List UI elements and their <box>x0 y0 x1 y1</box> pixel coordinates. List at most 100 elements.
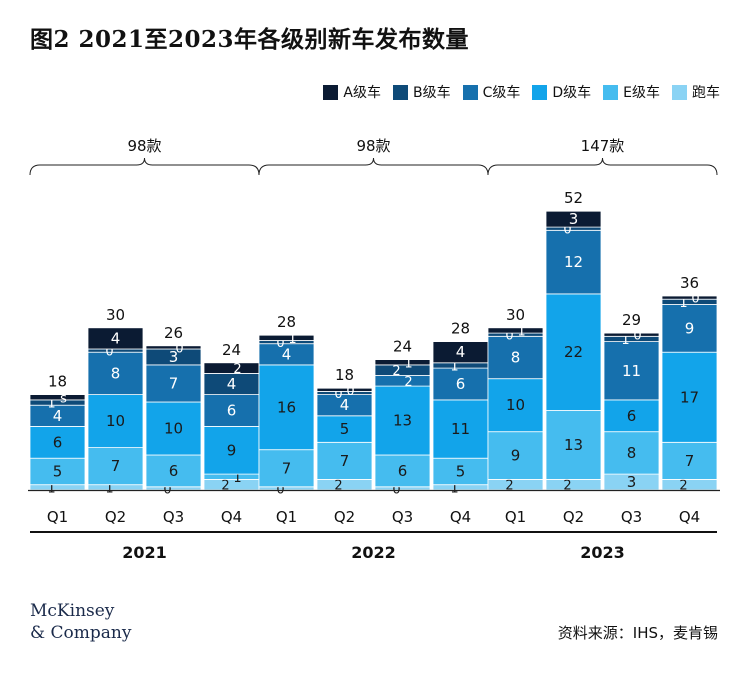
segment-label: 9 <box>685 319 695 337</box>
segment-label: 13 <box>564 436 583 454</box>
segment-label: 2 <box>404 375 412 390</box>
segment-label: 1 <box>288 332 296 347</box>
stacked-bar-chart: 15641s18Q1171080430Q2061073026Q321964224… <box>28 137 720 562</box>
legend-item: D级车 <box>532 82 591 102</box>
bar-segment <box>203 425 260 475</box>
bar-segment <box>545 229 602 295</box>
legend-label: C级车 <box>482 85 521 101</box>
logo-line-2: & Company <box>30 623 132 643</box>
segment-label: 12 <box>564 253 583 271</box>
segment-label: 0 <box>691 292 699 307</box>
segment-label: 6 <box>227 402 237 420</box>
segment-label: 2 <box>563 479 571 494</box>
category-tick-label: Q2 <box>563 508 584 526</box>
segment-label: 2 <box>233 362 241 377</box>
bar-segment <box>603 332 660 337</box>
category-tick-label: Q3 <box>621 508 642 526</box>
bar-segment <box>258 340 315 345</box>
bar-segment <box>603 341 660 401</box>
legend-label: E级车 <box>623 85 660 101</box>
bar-segment <box>432 484 489 491</box>
brace-label: 147款 <box>581 137 625 155</box>
bar-segment <box>661 478 718 491</box>
bar-total-label: 28 <box>277 313 296 331</box>
bar-segment <box>258 364 315 451</box>
bar-total-label: 30 <box>506 306 525 324</box>
segment-label: 22 <box>564 343 583 361</box>
bar-segment <box>203 473 260 480</box>
segment-label: 3 <box>169 348 179 366</box>
bar-segment <box>203 362 260 374</box>
segment-label: 2 <box>505 479 513 494</box>
year-brace <box>29 157 260 176</box>
category-tick-label: Q1 <box>276 508 297 526</box>
segment-label: 0 <box>633 329 641 344</box>
bar-segment <box>316 387 373 392</box>
bar-total-label: 29 <box>622 311 641 329</box>
bar-segment <box>87 394 144 449</box>
segment-label: 10 <box>164 420 183 438</box>
bar-segment <box>203 394 260 427</box>
category-tick-label: Q4 <box>679 508 700 526</box>
category-tick-label: Q1 <box>47 508 68 526</box>
bar-segment <box>316 390 373 395</box>
segment-label: 0 <box>346 384 354 399</box>
category-tick-label: Q3 <box>163 508 184 526</box>
segment-label: 6 <box>53 433 63 451</box>
bar-segment <box>374 385 431 456</box>
segment-label: 7 <box>111 457 121 475</box>
segment-label: 1 <box>450 481 458 496</box>
bar-segment <box>545 478 602 491</box>
bar-segment <box>258 486 315 491</box>
category-tick-label: Q2 <box>105 508 126 526</box>
bar-total-label: 30 <box>106 306 125 324</box>
year-label: 2021 <box>122 543 167 562</box>
segment-label: 1 <box>47 397 55 412</box>
segment-label: 1 <box>621 333 629 348</box>
segment-label: 0 <box>505 329 513 344</box>
segment-label: 7 <box>340 452 350 470</box>
year-brace <box>487 157 718 176</box>
segment-label: 1 <box>450 359 458 374</box>
segment-label: 5 <box>456 462 466 480</box>
segment-label: 1 <box>233 471 241 486</box>
segment-label: 2 <box>334 479 342 494</box>
bar-segment <box>316 478 373 491</box>
segment-label: 6 <box>398 462 408 480</box>
segment-label: 1 <box>517 324 525 339</box>
segment-label: 1 <box>679 296 687 311</box>
segment-label: 7 <box>282 459 292 477</box>
segment-label: 16 <box>277 398 296 416</box>
bar-segment <box>487 327 544 334</box>
bar-segment <box>87 447 144 486</box>
bar-segment <box>545 410 602 480</box>
bar-segment <box>487 478 544 491</box>
segment-label: 3 <box>627 473 637 491</box>
bar-segment <box>545 293 602 411</box>
bar-segment <box>29 484 86 491</box>
bar-segment <box>29 425 86 459</box>
segment-label: 17 <box>680 388 699 406</box>
segment-label: 1 <box>47 481 55 496</box>
category-tick-label: Q2 <box>334 508 355 526</box>
bar-segment <box>661 304 718 353</box>
bar-segment <box>29 394 86 401</box>
legend-swatch <box>392 84 408 100</box>
legend-label: A级车 <box>343 85 381 101</box>
legend-item: C级车 <box>462 82 521 102</box>
segment-label: 10 <box>506 396 525 414</box>
segment-label: 6 <box>627 407 637 425</box>
segment-label: s <box>60 391 67 406</box>
bar-segment <box>316 415 373 443</box>
legend-swatch <box>462 84 478 100</box>
bar-segment <box>487 332 544 337</box>
segment-label: 1 <box>404 356 412 371</box>
bar-segment <box>661 441 718 480</box>
category-tick-label: Q1 <box>505 508 526 526</box>
bar-segment <box>661 298 718 305</box>
legend-item: B级车 <box>392 82 451 102</box>
segment-label: 5 <box>340 420 350 438</box>
category-tick-label: Q4 <box>450 508 471 526</box>
segment-label: 2 <box>221 479 229 494</box>
bar-segment <box>603 335 660 342</box>
